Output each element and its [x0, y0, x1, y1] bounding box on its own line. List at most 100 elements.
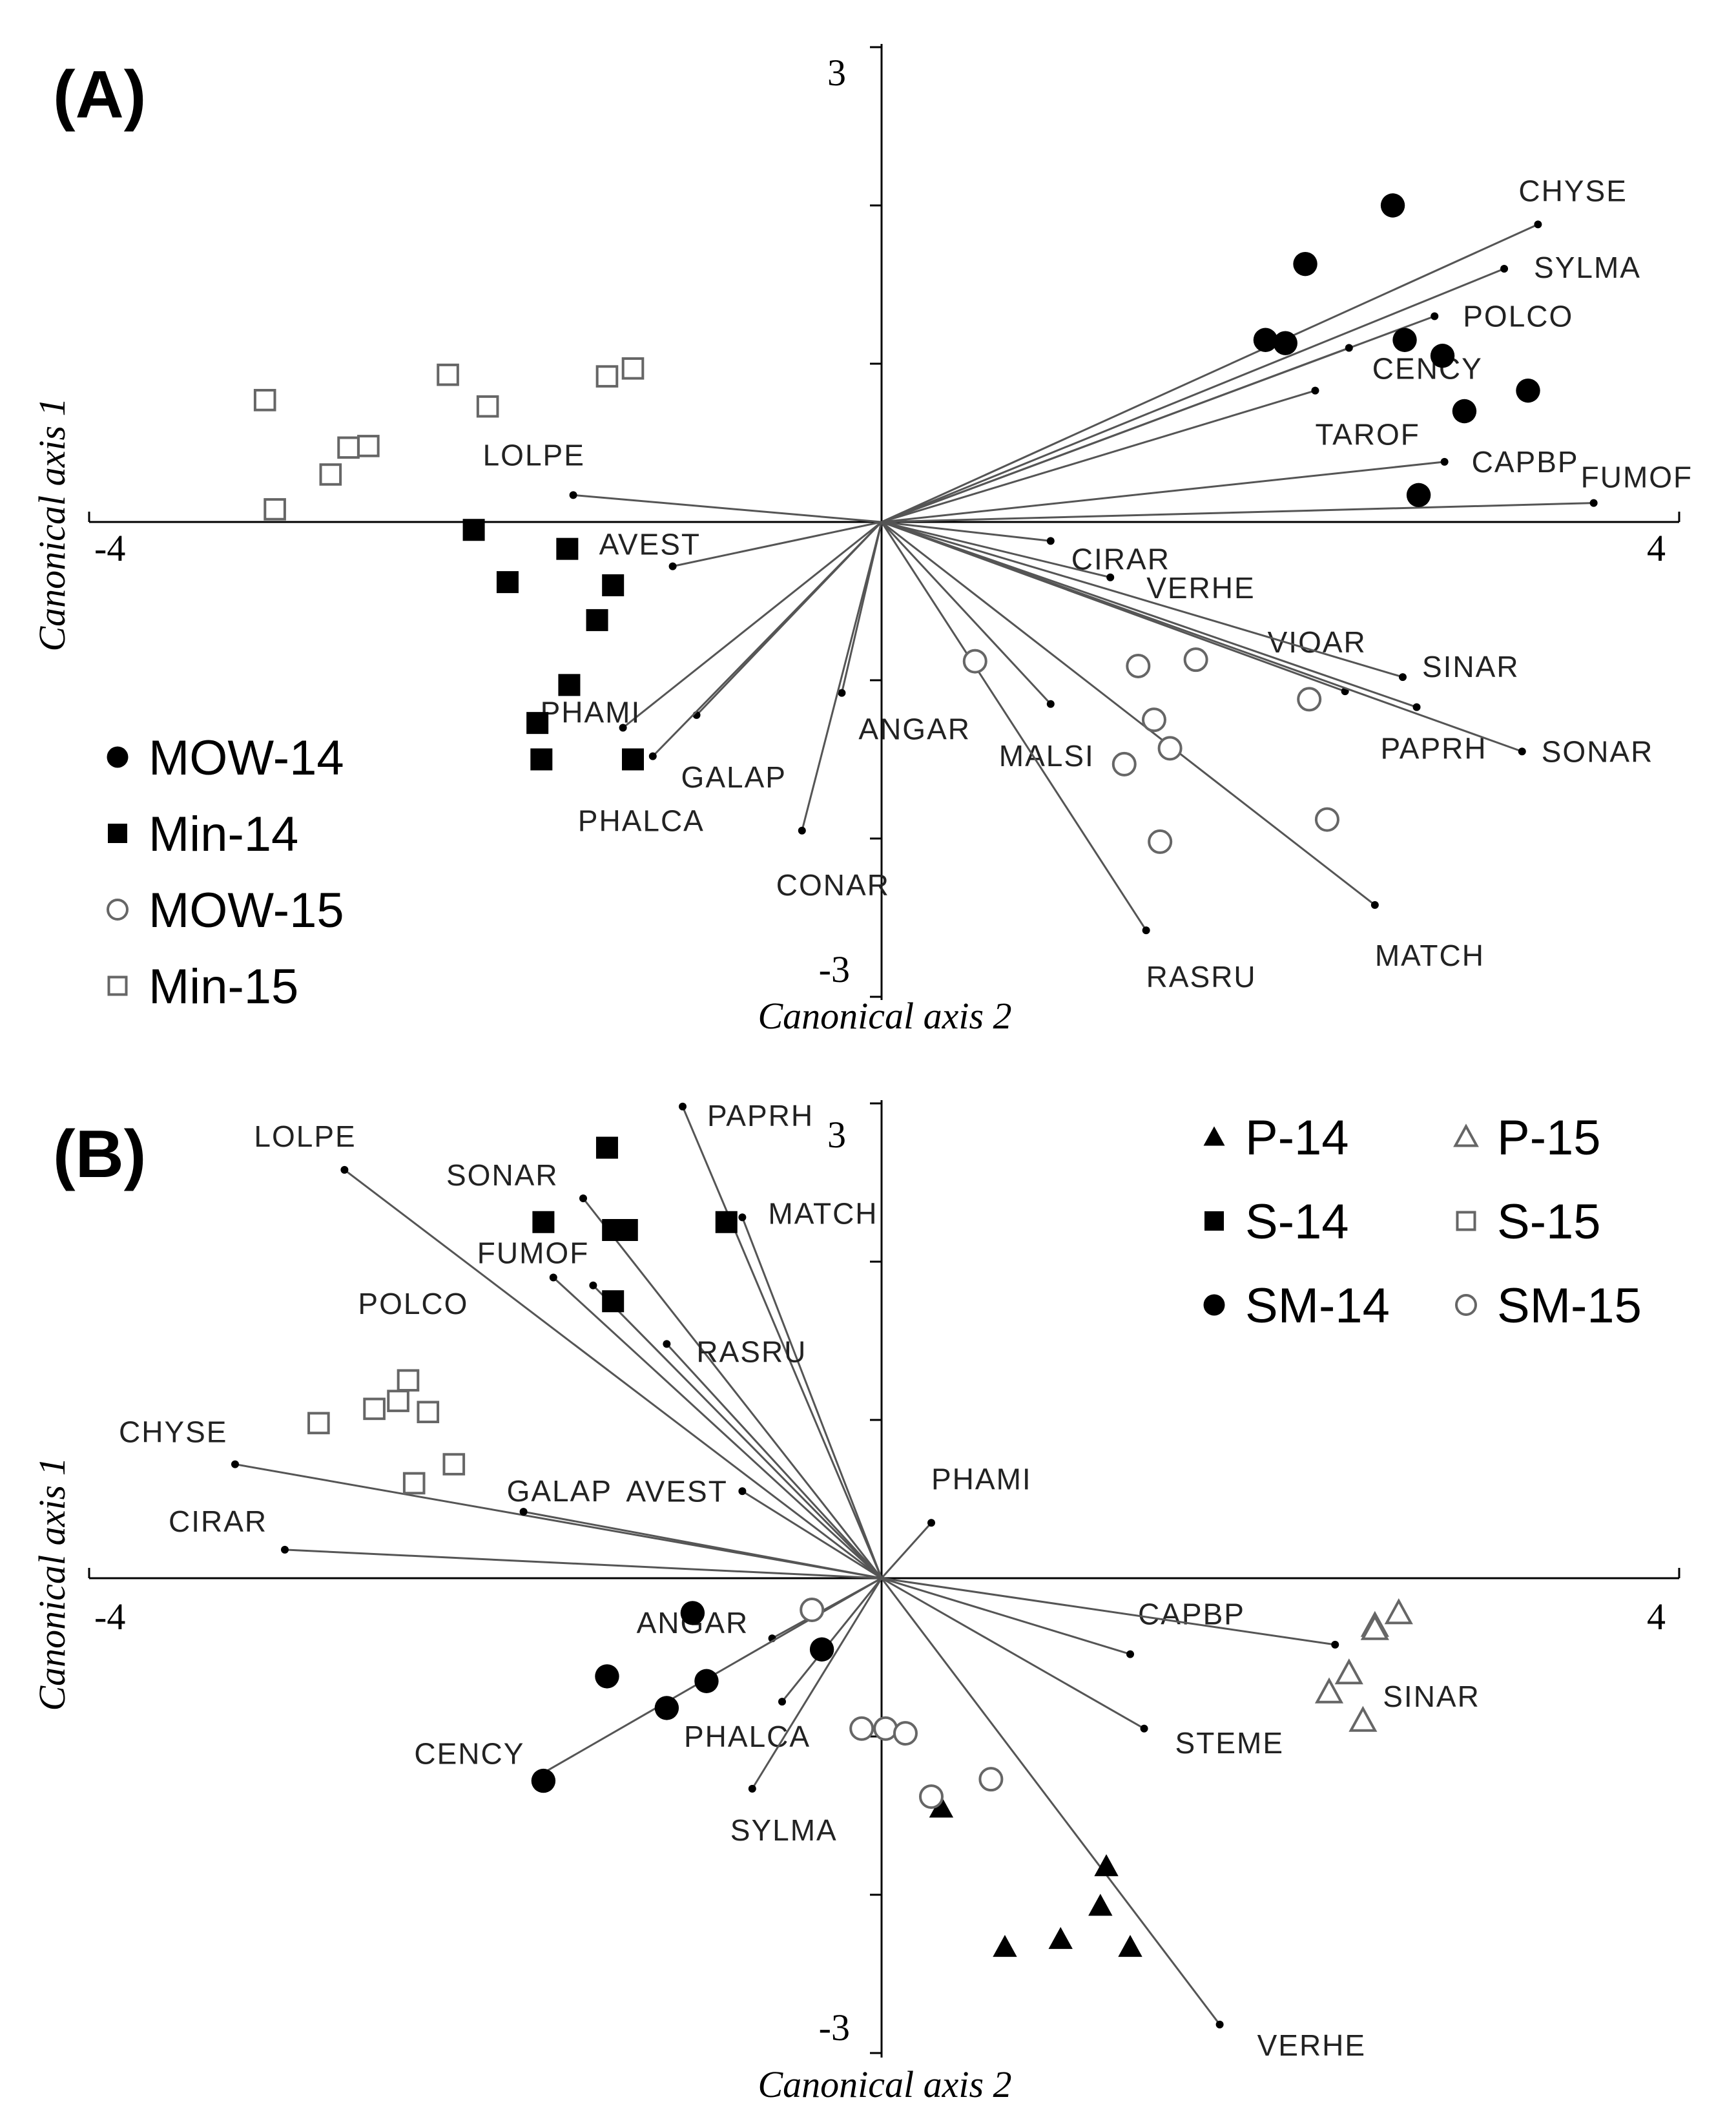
species-label-steme: STEME	[1175, 1726, 1284, 1760]
point-s-15	[307, 1412, 330, 1435]
vector-line-paprh	[881, 521, 1418, 709]
vector-tip-match	[738, 1213, 747, 1222]
legend-label-s-14: S-14	[1245, 1194, 1349, 1249]
vector-tip-malsi	[1046, 700, 1055, 708]
species-label-verhe: VERHE	[1146, 571, 1255, 605]
vector-tip-verhe	[1215, 2020, 1224, 2028]
vector-tip-sinar	[1398, 673, 1407, 682]
point-mow-15	[1111, 751, 1137, 777]
species-label-angar: ANGAR	[858, 713, 971, 746]
legend-marker-mow-15	[107, 899, 129, 921]
legend-marker-sm-14	[1203, 1294, 1225, 1316]
vector-line-phalca	[781, 1578, 883, 1703]
point-mow-14	[1406, 483, 1431, 508]
species-label-conar: CONAR	[776, 868, 890, 902]
y-tick-label-max: 3	[827, 52, 846, 94]
vector-line-lolpe	[573, 494, 882, 523]
y-axis-title: Canonical axis 1	[31, 397, 73, 651]
point-s-15	[363, 1397, 386, 1421]
vector-tip-phami	[619, 724, 627, 732]
point-min-15	[476, 395, 499, 418]
species-label-phami: PHAMI	[931, 1462, 1032, 1496]
legend-marker-min-14	[108, 824, 127, 843]
legend-label-sm-14: SM-14	[1245, 1278, 1390, 1333]
vector-tip-capbp	[1440, 457, 1449, 466]
legend-label-p-14: P-14	[1245, 1110, 1349, 1165]
legend-label-sm-15: SM-15	[1497, 1278, 1642, 1333]
species-label-galap: GALAP	[681, 760, 787, 794]
point-mow-15	[1297, 687, 1322, 712]
point-min-15	[437, 363, 459, 386]
species-label-sonar: SONAR	[446, 1158, 559, 1192]
vector-line-malsi	[880, 521, 1051, 705]
species-label-avest: AVEST	[626, 1474, 727, 1508]
vector-tip-sylma	[748, 1784, 756, 1793]
point-mow-14	[1392, 328, 1417, 352]
point-sm-14	[694, 1669, 719, 1693]
point-mow-15	[1157, 736, 1183, 761]
point-mow-15	[1183, 647, 1208, 672]
vector-tip-galap	[519, 1508, 528, 1516]
x-tick-label-min: -4	[94, 1596, 125, 1638]
point-s-15	[417, 1401, 440, 1424]
species-label-phami: PHAMI	[541, 696, 641, 729]
vector-tip-rasru	[1142, 926, 1150, 935]
species-label-capbp: CAPBP	[1138, 1598, 1245, 1631]
point-p-15	[1348, 1705, 1378, 1732]
species-label-polco: POLCO	[358, 1287, 468, 1320]
legend-label-min-14: Min-14	[149, 807, 298, 862]
panel-label-b: (B)	[53, 1117, 146, 1192]
vector-line-sonar	[881, 521, 1523, 753]
point-p-14	[1048, 1926, 1073, 1949]
vector-line-chyse	[881, 224, 1539, 523]
panel-b: -4 4 3 -3 Canonical axis 2 Canonical axis 1 (B…	[31, 1099, 1680, 2105]
species-label-match: MATCH	[1375, 939, 1485, 972]
vector-tip-avest	[668, 562, 677, 570]
point-mow-15	[962, 649, 987, 674]
vector-line-cency	[881, 347, 1350, 523]
y-tick-label-max: 3	[827, 1114, 846, 1156]
panel-a: -4 4 3 -3 Canonical axis 2 Canonical axis 1 (A…	[31, 44, 1691, 1037]
vector-line-rasru	[666, 1343, 883, 1580]
vector-line-avest	[741, 1490, 882, 1580]
point-min-14	[622, 748, 644, 771]
point-s-14	[532, 1211, 555, 1233]
point-s-15	[387, 1390, 409, 1412]
point-mow-14	[1293, 251, 1318, 276]
species-label-match: MATCH	[768, 1196, 878, 1230]
vector-tip-conar	[798, 826, 806, 835]
x-tick-label-min: -4	[94, 527, 125, 569]
vector-line-lolpe	[344, 1169, 882, 1580]
point-mow-15	[1148, 829, 1173, 854]
legend-label-min-15: Min-15	[149, 959, 298, 1014]
point-min-14	[556, 537, 579, 560]
point-min-14	[558, 674, 581, 696]
vector-line-capbp	[881, 1577, 1131, 1656]
point-p-14	[993, 1935, 1017, 1957]
y-tick-label-min: -3	[819, 948, 850, 990]
vector-tip-paprh	[1412, 703, 1421, 711]
vector-line-sylma	[881, 267, 1505, 523]
species-label-lolpe: LOLPE	[254, 1120, 356, 1153]
vector-tip-sonar	[579, 1194, 587, 1202]
point-min-14	[526, 712, 549, 735]
vector-tip-phami	[927, 1519, 935, 1527]
species-label-galap: GALAP	[507, 1474, 612, 1508]
species-label-fumof: FUMOF	[477, 1236, 590, 1270]
point-mow-15	[1314, 807, 1339, 832]
point-s-15	[442, 1453, 466, 1475]
legend-marker-sm-15	[1455, 1294, 1477, 1316]
vector-tip-match	[1370, 901, 1379, 909]
point-p-15	[1360, 1614, 1389, 1640]
x-tick-label-max: 4	[1647, 527, 1666, 569]
point-sm-14	[531, 1768, 556, 1793]
x-axis-title: Canonical axis 2	[758, 995, 1011, 1037]
vector-line-match	[881, 521, 1376, 906]
point-mow-14	[1253, 328, 1278, 352]
point-sm-14	[680, 1601, 705, 1625]
vector-line-avest	[672, 521, 882, 568]
species-label-cency: CENCY	[1372, 352, 1483, 386]
point-mow-15	[1126, 653, 1151, 678]
vector-line-phami	[880, 1522, 933, 1580]
species-label-sylma: SYLMA	[730, 1813, 838, 1847]
